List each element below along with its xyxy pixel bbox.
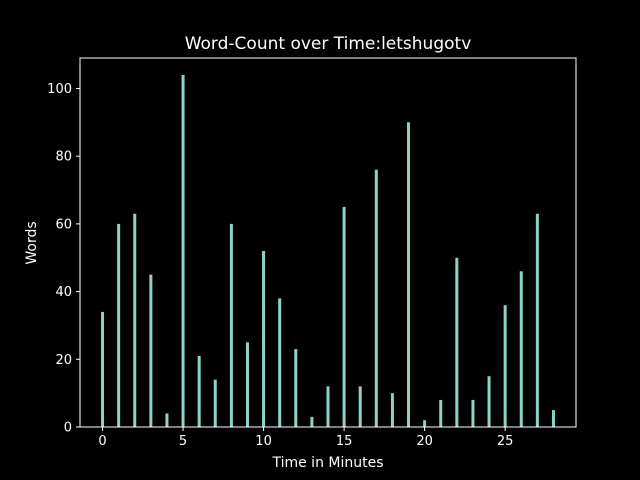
bar-minute-11 [278, 298, 282, 427]
bar-minute-3 [149, 274, 153, 427]
bar-minute-6 [197, 355, 201, 427]
bar-minute-2 [133, 213, 137, 427]
bar-minute-10 [262, 250, 266, 427]
x-tick-label: 0 [98, 434, 106, 449]
bar-minute-12 [294, 349, 298, 427]
bar-minute-20 [423, 420, 427, 427]
bar-minute-24 [487, 376, 491, 427]
bar-minute-18 [390, 393, 394, 427]
bar-minute-14 [326, 386, 330, 427]
y-tick-label: 40 [55, 285, 72, 300]
bar-minute-28 [551, 410, 555, 427]
x-tick-label: 5 [179, 434, 187, 449]
x-tick-label: 15 [336, 434, 353, 449]
plot-frame [79, 57, 577, 428]
x-tick-label: 10 [255, 434, 272, 449]
y-tick-label: 0 [64, 421, 72, 436]
bar-minute-22 [455, 257, 459, 427]
bar-minute-7 [213, 379, 217, 427]
chart-title: Word-Count over Time:letshugotv [185, 34, 472, 54]
bar-minute-13 [310, 416, 314, 427]
bar-minute-1 [117, 223, 121, 427]
bar-minute-23 [471, 399, 475, 427]
x-tick-label: 25 [497, 434, 514, 449]
bar-minute-15 [342, 206, 346, 427]
bars-group [101, 74, 555, 428]
bar-minute-4 [165, 413, 169, 427]
y-tick-label: 60 [55, 217, 72, 232]
bar-minute-25 [503, 305, 507, 427]
y-axis-ticks: 0 20 40 60 80 100 [47, 82, 80, 436]
bar-minute-27 [535, 213, 539, 427]
y-axis-label: Words [24, 221, 40, 264]
y-tick-label: 20 [55, 353, 72, 368]
x-axis-ticks: 0 5 10 15 20 25 [98, 427, 513, 449]
bar-minute-19 [407, 122, 411, 427]
bar-minute-26 [519, 271, 523, 427]
bar-minute-16 [358, 386, 362, 427]
y-tick-label: 100 [47, 82, 72, 97]
bar-minute-9 [245, 342, 249, 427]
bar-minute-0 [101, 311, 105, 427]
bar-minute-5 [181, 74, 185, 428]
y-tick-label: 80 [55, 150, 72, 165]
bar-minute-21 [439, 399, 443, 427]
bar-minute-17 [374, 169, 378, 427]
x-tick-label: 20 [416, 434, 433, 449]
bar-minute-8 [229, 223, 233, 427]
x-axis-label: Time in Minutes [271, 455, 383, 471]
